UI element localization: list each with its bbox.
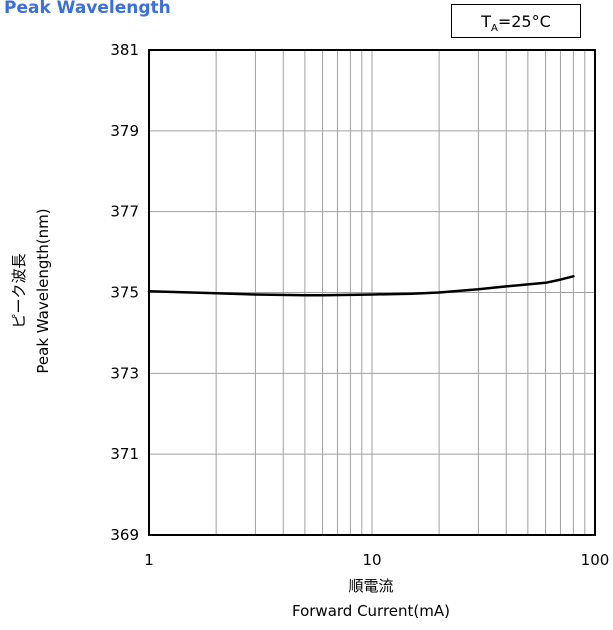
condition-subscript: A [491,23,498,35]
x-tick-label: 1 [144,551,154,569]
y-tick-label: 375 [110,284,139,302]
y-axis-label: Peak Wavelength(nm) [34,208,52,373]
series-layer [147,275,575,297]
condition-symbol: T [481,12,491,31]
x-axis-label: Forward Current(mA) [292,602,450,620]
y-axis-label-jp: ピーク波長 [10,253,28,328]
y-tick-label: 377 [110,203,139,221]
condition-box: TA=25°C [451,4,581,38]
x-axis-label-jp: 順電流 [348,577,393,595]
y-tick-label: 373 [110,364,139,382]
x-tick-label: 100 [581,551,610,569]
x-tick-label: 10 [362,551,381,569]
y-tick-labels: 369 371 373 375 377 379 381 [110,41,139,544]
condition-value: =25°C [497,12,551,31]
y-tick-label: 369 [110,526,139,544]
y-tick-label: 381 [110,41,139,59]
chart-title: Peak Wavelength [4,0,171,18]
series-line [147,275,575,297]
y-tick-label: 371 [110,445,139,463]
x-tick-labels: 1 10 100 [144,551,609,569]
y-tick-label: 379 [110,122,139,140]
